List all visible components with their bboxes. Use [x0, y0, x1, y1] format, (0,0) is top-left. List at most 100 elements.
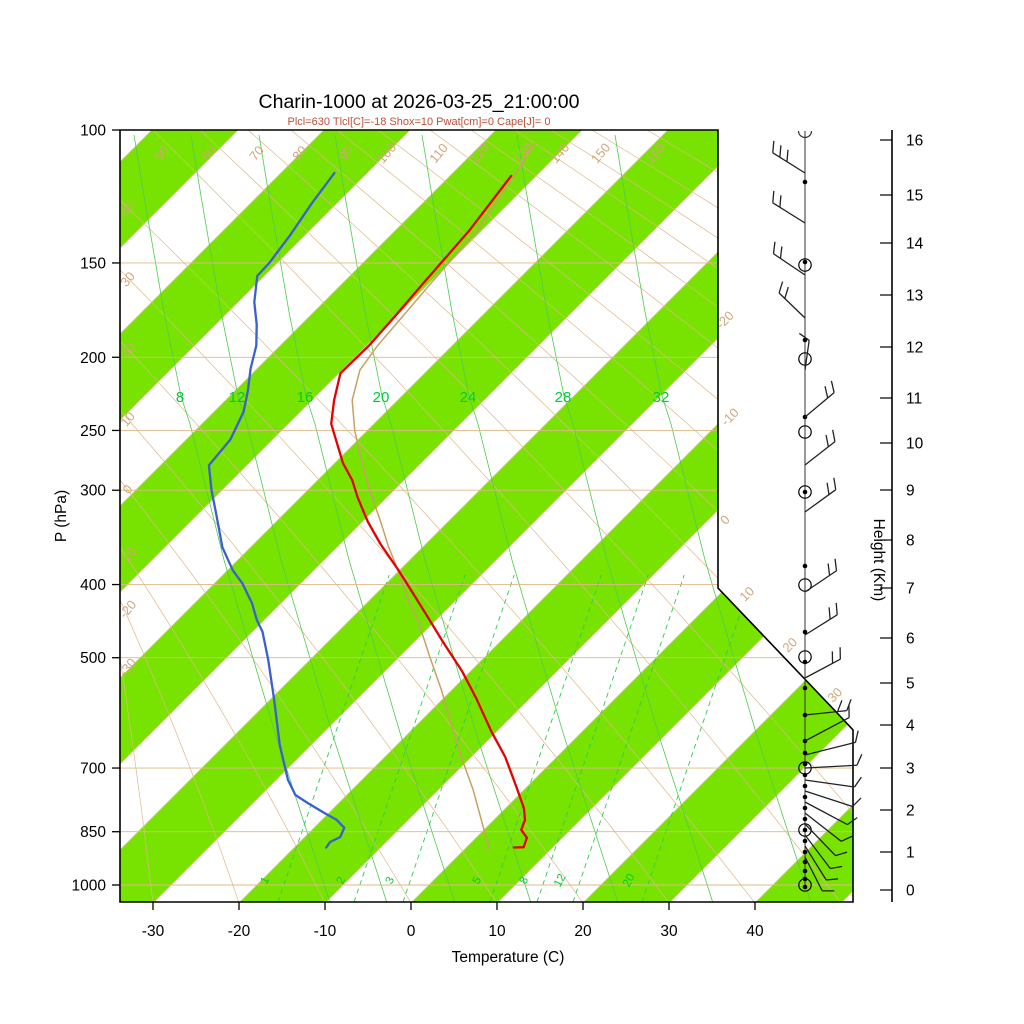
- temperature-axis-title: Temperature (C): [452, 949, 565, 966]
- staff-dot-marker: [802, 659, 808, 665]
- height-axis-title: Height (Km): [870, 519, 887, 602]
- wind-barb: [772, 140, 806, 174]
- dry-adiabat: [470, 130, 853, 902]
- wind-barb-feather: [779, 195, 782, 208]
- temperature-curve: [330, 174, 529, 849]
- wind-barb-feather: [834, 558, 838, 571]
- height-tick-label: 14: [906, 236, 924, 253]
- temperature-tick-label: 0: [407, 923, 416, 940]
- pressure-axis: 100 150 200 250 300 400 500 700 850 1000: [72, 123, 120, 895]
- wind-barb: [804, 429, 836, 466]
- mixing-ratio-label: 20: [621, 872, 638, 889]
- dry-adiabat: [429, 130, 853, 902]
- height-tick-label: 6: [906, 631, 915, 648]
- isotherm-line: [120, 130, 841, 902]
- moist-adiabat: [516, 134, 714, 902]
- wind-barb-shaft: [804, 801, 848, 826]
- wind-barb: [804, 856, 835, 892]
- staff-dot-marker: [802, 827, 808, 833]
- wind-barb-feather: [824, 386, 829, 399]
- staff-dot-marker: [802, 772, 808, 778]
- wind-barb-feather: [772, 190, 775, 203]
- wind-barb-shaft: [804, 834, 831, 869]
- wind-barb-shaft: [804, 823, 837, 857]
- moist-adiabat: [133, 134, 331, 902]
- isotherm-label-right: 0: [717, 512, 733, 528]
- wind-barb: [804, 790, 862, 808]
- temperature-tick-label: 20: [574, 923, 592, 940]
- wind-barb-feather: [833, 477, 837, 490]
- parcel-trace-curve: [351, 142, 536, 851]
- wind-barb-shaft: [772, 202, 806, 224]
- temperature-tick-label: 10: [488, 923, 506, 940]
- temperature-tick-label: -20: [228, 923, 251, 940]
- moist-adiabat-label: 12: [229, 389, 246, 406]
- temperature-tick-label: -10: [314, 923, 337, 940]
- wind-barb-shaft: [773, 253, 806, 276]
- pressure-tick-label: 150: [80, 255, 106, 272]
- isotherm-line: [238, 130, 853, 902]
- height-tick-label: 12: [906, 340, 923, 357]
- wind-barb-feather: [786, 149, 789, 162]
- staff-dot-marker: [802, 876, 808, 882]
- wind-barb-feather: [846, 699, 852, 711]
- isotherm-label-right: 20: [779, 634, 800, 655]
- wind-barb: [804, 699, 852, 716]
- temperature-tick-label: 30: [660, 923, 678, 940]
- wind-barb-shaft: [804, 716, 850, 742]
- isotherm-line: [120, 130, 755, 902]
- staff-circle-marker: [798, 578, 812, 592]
- wind-barb: [772, 241, 806, 276]
- staff-dot-marker: [802, 816, 808, 822]
- wind-barb: [804, 801, 858, 826]
- dry-adiabat: [120, 546, 326, 902]
- theta-label-top: 70: [246, 143, 267, 164]
- mixing-ratio-line: [402, 574, 515, 902]
- height-tick-label: 15: [906, 188, 923, 205]
- mixing-ratio-label: 5: [471, 875, 485, 886]
- green-stripe: [583, 130, 853, 902]
- staff-dot-marker: [802, 859, 808, 865]
- wind-barb-shaft: [778, 292, 806, 319]
- dry-adiabat: [377, 130, 853, 902]
- pressure-tick-label: 250: [80, 423, 106, 440]
- height-tick-label: 0: [906, 883, 915, 900]
- staff-circle-marker: [798, 352, 812, 366]
- wind-barb: [804, 812, 853, 842]
- temperature-axis: -30 -20 -10 0 10 20 30 40: [142, 902, 764, 940]
- moist-adiabat-label: 16: [297, 389, 314, 406]
- staff-circle-marker: [798, 485, 812, 499]
- plot-outline: [119, 129, 854, 903]
- green-stripe: [120, 130, 754, 902]
- green-stripe: [120, 130, 410, 902]
- staff-dot-marker: [802, 838, 808, 844]
- height-tick-label: 9: [906, 483, 915, 500]
- moist-adiabat-label: 20: [373, 389, 390, 406]
- moist-adiabat-label: 32: [653, 389, 670, 406]
- wind-barb-shaft: [804, 658, 841, 679]
- height-tick-label: 3: [906, 761, 915, 778]
- wind-barb: [804, 477, 837, 513]
- wind-barb-feather: [779, 145, 782, 158]
- height-tick-label: 7: [906, 581, 915, 598]
- wind-barb-shaft: [804, 392, 835, 418]
- dry-adiabat: [120, 657, 154, 902]
- dry-adiabat: [247, 130, 853, 902]
- wind-barb: [804, 834, 843, 870]
- wind-barb-feather: [779, 246, 783, 259]
- height-tick-label: 1: [906, 845, 915, 862]
- wind-barb: [804, 754, 863, 769]
- wind-barb: [798, 332, 810, 371]
- wind-barb-feather: [825, 434, 829, 447]
- staff-dot-marker: [802, 849, 808, 855]
- isotherm-line: [496, 130, 853, 902]
- pressure-tick-label: 700: [80, 761, 106, 778]
- wind-barb-shaft: [804, 764, 857, 769]
- green-stripe: [755, 130, 853, 902]
- mixing-ratio-label: 1: [259, 875, 273, 886]
- wind-barb-shaft: [804, 845, 827, 881]
- wind-barb: [772, 190, 806, 224]
- height-tick-label: 8: [906, 533, 915, 550]
- plot-area: [120, 130, 853, 902]
